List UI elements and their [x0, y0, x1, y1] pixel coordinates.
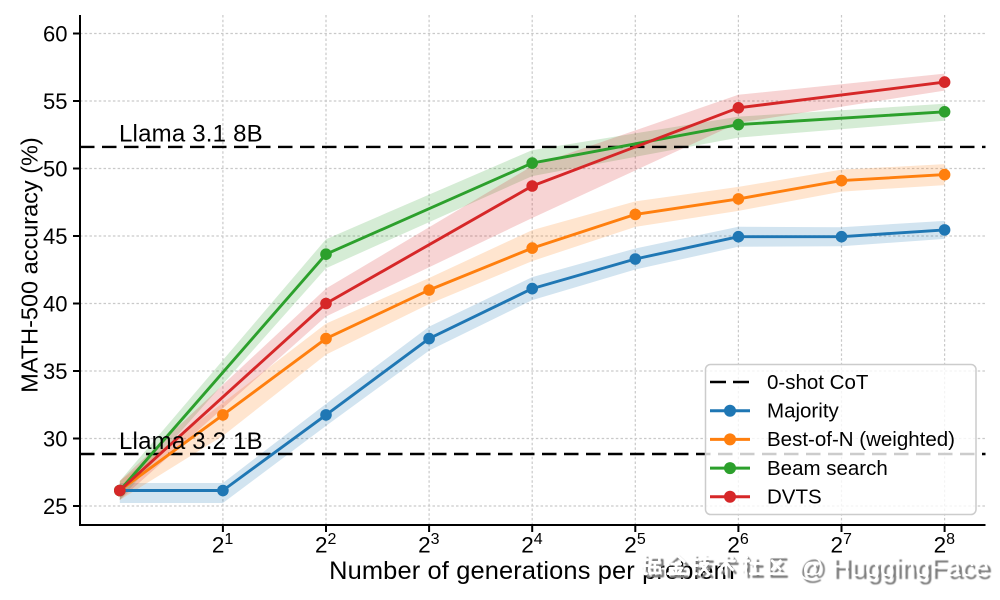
svg-text:Beam search: Beam search: [767, 457, 888, 480]
svg-text:60: 60: [43, 21, 67, 46]
svg-text:30: 30: [43, 426, 67, 451]
svg-text:45: 45: [43, 224, 67, 249]
svg-text:40: 40: [43, 291, 67, 316]
svg-text:55: 55: [43, 89, 67, 114]
svg-text:Llama 3.1 8B: Llama 3.1 8B: [119, 121, 263, 148]
svg-text:Llama 3.2 1B: Llama 3.2 1B: [119, 428, 263, 455]
svg-text:35: 35: [43, 359, 67, 384]
svg-text:0-shot CoT: 0-shot CoT: [767, 371, 869, 394]
svg-text:@ HuggingFace: @ HuggingFace: [800, 555, 992, 585]
svg-text:DVTS: DVTS: [767, 486, 822, 509]
svg-text:50: 50: [43, 156, 67, 181]
svg-text:@ HuggingFace: @ HuggingFace: [797, 552, 989, 582]
svg-text:Best-of-N (weighted): Best-of-N (weighted): [767, 428, 955, 451]
svg-text:MATH-500 accuracy (%): MATH-500 accuracy (%): [17, 137, 43, 393]
svg-text:Majority: Majority: [767, 400, 840, 423]
svg-text:25: 25: [43, 494, 67, 519]
